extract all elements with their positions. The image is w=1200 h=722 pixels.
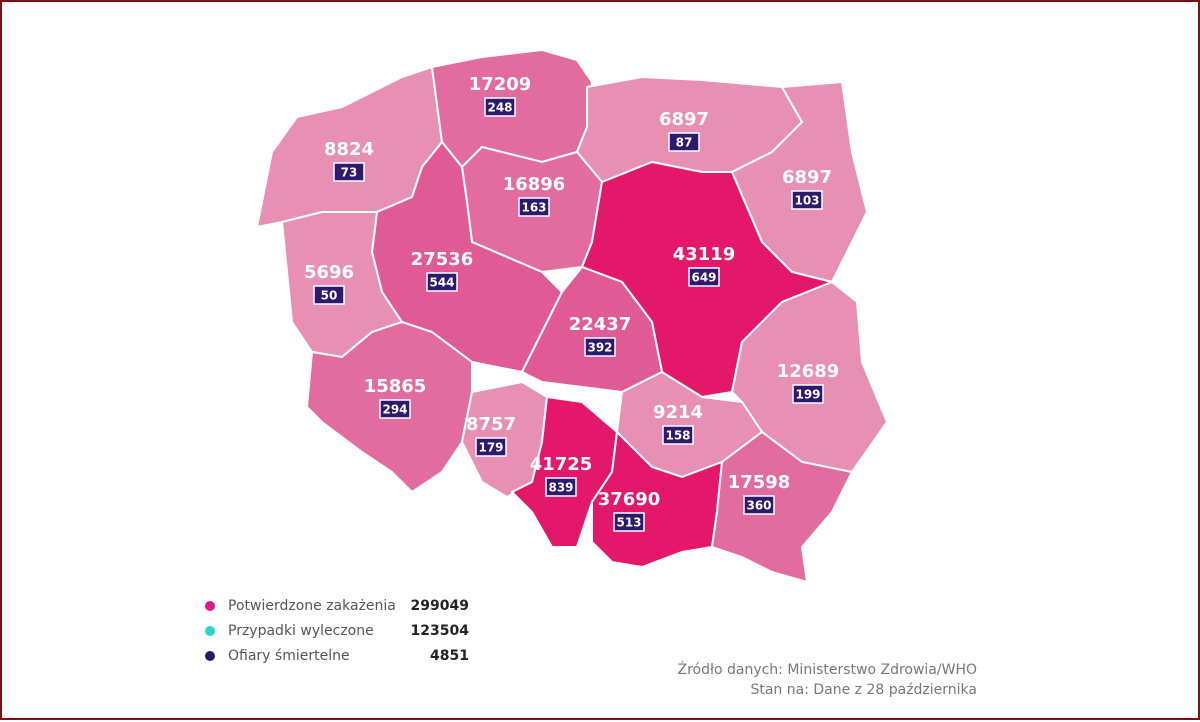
deaths-box <box>584 337 616 357</box>
region-deaths: 544 <box>429 276 454 290</box>
region-deaths: 103 <box>794 194 819 208</box>
deaths-box <box>668 132 700 152</box>
region-deaths: 649 <box>691 271 716 285</box>
region-cases: 9214 <box>653 402 703 423</box>
region-cases: 41725 <box>530 454 593 475</box>
region-cases: 17598 <box>728 472 791 493</box>
deaths-box <box>792 384 824 404</box>
region-deaths: 360 <box>746 499 771 513</box>
region-deaths: 199 <box>795 388 820 402</box>
region-cases: 6897 <box>782 167 832 188</box>
deaths-box <box>613 512 645 532</box>
region-deaths: 158 <box>665 429 690 443</box>
region-cases: 15865 <box>364 376 427 397</box>
source: Źródło danych: Ministerstwo Zdrowia/WHO <box>678 660 978 678</box>
region-cases: 6897 <box>659 109 709 130</box>
legend-dot <box>205 626 215 636</box>
deaths-box <box>379 399 411 419</box>
legend-dot <box>205 601 215 611</box>
legend-label: Przypadki wyleczone <box>228 623 374 639</box>
legend-value: 299049 <box>411 598 469 614</box>
region-cases: 12689 <box>777 361 840 382</box>
region-deaths: 513 <box>616 516 641 530</box>
deaths-box <box>484 97 516 117</box>
deaths-box <box>545 477 577 497</box>
deaths-box <box>426 272 458 292</box>
deaths-box <box>662 425 694 445</box>
date: Stan na: Dane z 28 października <box>750 682 977 698</box>
region-deaths: 87 <box>676 136 693 150</box>
region-deaths: 50 <box>321 289 338 303</box>
legend-label: Ofiary śmiertelne <box>228 648 350 664</box>
region-cases: 22437 <box>569 314 632 335</box>
region-deaths: 179 <box>478 441 503 455</box>
region <box>710 430 854 584</box>
region-cases: 8757 <box>466 414 516 435</box>
deaths-box <box>313 285 345 305</box>
region-deaths: 294 <box>382 403 407 417</box>
region-deaths: 163 <box>521 201 546 215</box>
region-deaths: 392 <box>587 341 612 355</box>
legend-value: 4851 <box>430 648 469 664</box>
region-cases: 37690 <box>598 489 661 510</box>
legend-label: Potwierdzone zakażenia <box>228 598 396 614</box>
region-deaths: 73 <box>341 166 358 180</box>
region-cases: 16896 <box>503 174 566 195</box>
region-cases: 27536 <box>411 249 474 270</box>
deaths-box <box>743 495 775 515</box>
region-cases: 8824 <box>324 139 374 160</box>
region-deaths: 248 <box>487 101 512 115</box>
deaths-box <box>333 162 365 182</box>
deaths-box <box>475 437 507 457</box>
region <box>510 395 619 548</box>
region-cases: 43119 <box>673 244 736 265</box>
deaths-box <box>791 190 823 210</box>
region-cases: 5696 <box>304 262 354 283</box>
legend-dot <box>205 651 215 661</box>
region-deaths: 839 <box>548 481 573 495</box>
region-cases: 17209 <box>469 74 532 95</box>
deaths-box <box>688 267 720 287</box>
legend-value: 123504 <box>411 623 470 639</box>
deaths-box <box>518 197 550 217</box>
